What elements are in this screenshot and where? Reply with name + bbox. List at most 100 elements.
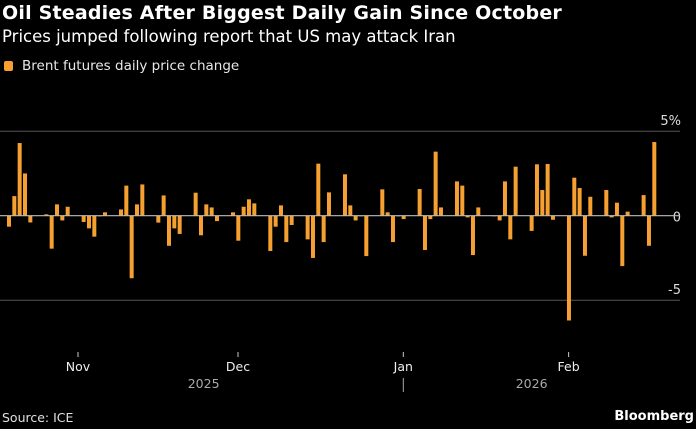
- bar: [460, 185, 465, 216]
- bar: [156, 215, 161, 223]
- legend-swatch: [4, 61, 13, 71]
- bar: [273, 215, 278, 227]
- bar: [385, 212, 390, 216]
- bar: [534, 164, 539, 216]
- bar: [604, 190, 609, 216]
- bar: [620, 215, 625, 267]
- bar: [401, 215, 406, 220]
- bar: [268, 215, 273, 252]
- bar: [22, 173, 27, 216]
- bar: [198, 215, 203, 236]
- bar: [364, 215, 369, 257]
- x-tick-label: Dec: [226, 359, 250, 374]
- bar: [7, 215, 11, 227]
- y-tick-label: 5%: [660, 114, 681, 129]
- bar: [204, 204, 209, 216]
- bar: [310, 215, 315, 258]
- bar: [428, 215, 433, 220]
- bar: [577, 187, 582, 216]
- bar: [588, 196, 593, 216]
- bar: [278, 205, 283, 216]
- bar: [44, 214, 49, 216]
- bar: [118, 209, 123, 216]
- bar: [102, 212, 107, 216]
- bar: [92, 215, 97, 237]
- source-note: Source: ICE: [2, 410, 74, 425]
- bar: [614, 202, 619, 216]
- bloomberg-logo: Bloomberg: [614, 409, 694, 424]
- x-tick-label: Jan: [393, 359, 413, 374]
- bar: [540, 190, 545, 216]
- bar: [566, 215, 571, 321]
- bar: [129, 215, 134, 279]
- y-tick-label: -5: [668, 283, 681, 298]
- bar: [209, 207, 214, 216]
- bar: [646, 215, 651, 246]
- legend: Brent futures daily price change: [4, 58, 239, 74]
- bar: [502, 181, 507, 216]
- bar: [134, 204, 139, 216]
- chart-subtitle: Prices jumped following report that US m…: [2, 27, 456, 46]
- bar: [497, 215, 502, 221]
- bar: [166, 215, 171, 246]
- bar: [652, 142, 657, 216]
- bar: [230, 212, 235, 216]
- legend-label: Brent futures daily price change: [22, 58, 240, 74]
- bar: [12, 196, 17, 216]
- bar: [177, 215, 182, 234]
- bar: [348, 205, 353, 216]
- bar: [353, 215, 358, 221]
- bar: [641, 195, 646, 216]
- bar: [289, 215, 294, 225]
- bar: [476, 207, 481, 216]
- bar: [124, 185, 129, 216]
- bar: [172, 215, 177, 229]
- bar: [513, 166, 518, 216]
- bar: [17, 143, 22, 216]
- bar: [241, 206, 246, 216]
- bar: [508, 215, 513, 240]
- chart-title: Oil Steadies After Biggest Daily Gain Si…: [2, 2, 562, 24]
- bar: [214, 215, 219, 222]
- bar: [161, 195, 166, 216]
- bar: [550, 215, 555, 220]
- bar: [321, 215, 326, 243]
- bar: [60, 215, 65, 221]
- bar: [326, 192, 331, 216]
- bar: [582, 215, 587, 256]
- bar: [342, 174, 347, 216]
- x-tick-label: Nov: [66, 359, 91, 374]
- bar: [252, 203, 257, 216]
- bar: [81, 215, 86, 222]
- bar: [49, 215, 54, 249]
- bar: [529, 215, 534, 231]
- bar: [65, 206, 70, 216]
- bar: [465, 215, 470, 218]
- bar: [470, 215, 475, 256]
- x-tick-label: Feb: [558, 359, 580, 374]
- bar: [625, 211, 630, 216]
- bar: [316, 163, 321, 216]
- y-tick-label: 0: [673, 211, 681, 226]
- bar: [193, 192, 198, 216]
- bar: [305, 215, 310, 240]
- bar: [454, 181, 459, 216]
- bar: [284, 215, 289, 243]
- year-label: 2026: [516, 376, 548, 391]
- year-label: 2025: [188, 376, 220, 391]
- bar: [417, 188, 422, 216]
- bar: [433, 151, 438, 216]
- bar: [422, 215, 427, 251]
- bar: [380, 189, 385, 216]
- bar: [236, 215, 241, 241]
- bar: [140, 184, 145, 216]
- bar: [246, 199, 251, 216]
- bar: [545, 163, 550, 216]
- bar: [390, 215, 395, 243]
- bar: [86, 215, 91, 229]
- bar: [28, 215, 33, 223]
- bar: [438, 207, 443, 216]
- bar: [54, 204, 59, 216]
- bar: [609, 215, 614, 218]
